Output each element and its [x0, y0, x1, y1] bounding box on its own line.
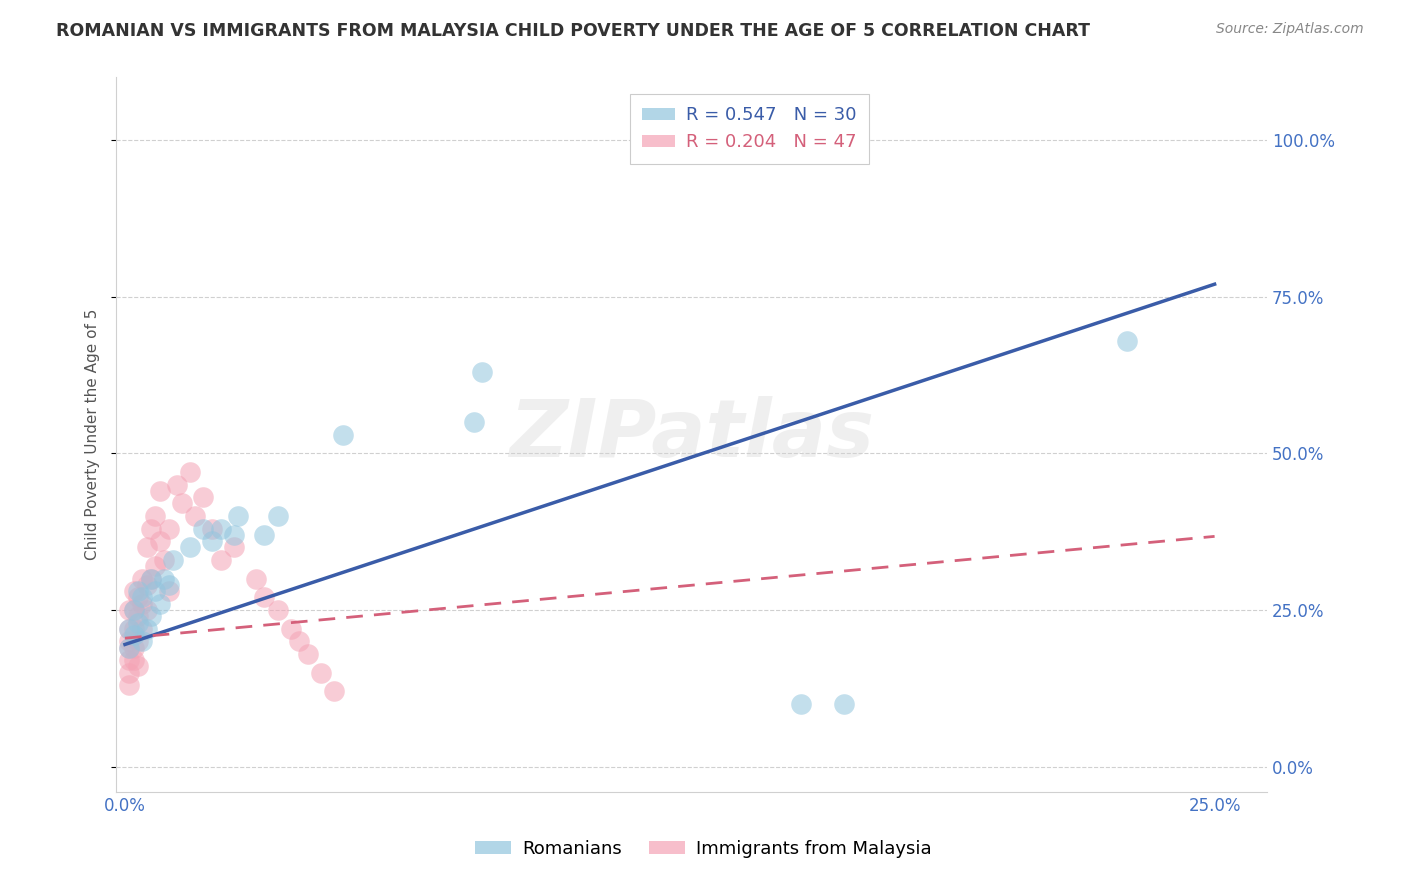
Point — [193, 522, 215, 536]
Point — [463, 415, 485, 429]
Point — [471, 365, 494, 379]
Point — [127, 584, 149, 599]
Point — [118, 634, 141, 648]
Point — [789, 697, 811, 711]
Point — [131, 597, 153, 611]
Point — [1116, 334, 1139, 348]
Text: ZIPatlas: ZIPatlas — [509, 395, 875, 474]
Point — [193, 490, 215, 504]
Point — [153, 572, 176, 586]
Legend: R = 0.547   N = 30, R = 0.204   N = 47: R = 0.547 N = 30, R = 0.204 N = 47 — [630, 94, 869, 164]
Point — [309, 665, 332, 680]
Point — [139, 572, 162, 586]
Point — [832, 697, 855, 711]
Point — [145, 508, 167, 523]
Point — [122, 622, 145, 636]
Point — [118, 653, 141, 667]
Point — [131, 622, 153, 636]
Point — [127, 659, 149, 673]
Point — [153, 553, 176, 567]
Point — [118, 622, 141, 636]
Point — [170, 496, 193, 510]
Y-axis label: Child Poverty Under the Age of 5: Child Poverty Under the Age of 5 — [86, 309, 100, 560]
Point — [157, 584, 180, 599]
Point — [131, 572, 153, 586]
Point — [280, 622, 302, 636]
Point — [297, 647, 319, 661]
Point — [222, 541, 245, 555]
Point — [245, 572, 267, 586]
Text: Source: ZipAtlas.com: Source: ZipAtlas.com — [1216, 22, 1364, 37]
Point — [183, 508, 205, 523]
Point — [253, 528, 276, 542]
Point — [226, 508, 249, 523]
Point — [118, 622, 141, 636]
Point — [201, 522, 224, 536]
Point — [122, 653, 145, 667]
Point — [157, 522, 180, 536]
Point — [118, 603, 141, 617]
Point — [209, 522, 232, 536]
Point — [127, 609, 149, 624]
Point — [131, 591, 153, 605]
Point — [122, 603, 145, 617]
Point — [127, 591, 149, 605]
Point — [323, 684, 346, 698]
Point — [122, 628, 145, 642]
Point — [122, 640, 145, 655]
Point — [122, 584, 145, 599]
Point — [266, 603, 288, 617]
Point — [131, 634, 153, 648]
Point — [135, 541, 157, 555]
Point — [166, 477, 188, 491]
Point — [157, 578, 180, 592]
Point — [139, 609, 162, 624]
Point — [122, 603, 145, 617]
Point — [209, 553, 232, 567]
Point — [332, 427, 354, 442]
Point — [162, 553, 184, 567]
Point — [118, 678, 141, 692]
Point — [127, 615, 149, 630]
Point — [135, 578, 157, 592]
Point — [179, 465, 201, 479]
Point — [135, 622, 157, 636]
Point — [118, 640, 141, 655]
Point — [145, 584, 167, 599]
Point — [149, 483, 172, 498]
Legend: Romanians, Immigrants from Malaysia: Romanians, Immigrants from Malaysia — [468, 833, 938, 865]
Point — [139, 572, 162, 586]
Text: ROMANIAN VS IMMIGRANTS FROM MALAYSIA CHILD POVERTY UNDER THE AGE OF 5 CORRELATIO: ROMANIAN VS IMMIGRANTS FROM MALAYSIA CHI… — [56, 22, 1090, 40]
Point — [288, 634, 311, 648]
Point — [145, 559, 167, 574]
Point — [118, 640, 141, 655]
Point — [149, 534, 172, 549]
Point — [222, 528, 245, 542]
Point — [266, 508, 288, 523]
Point — [127, 634, 149, 648]
Point — [118, 665, 141, 680]
Point — [253, 591, 276, 605]
Point — [139, 522, 162, 536]
Point — [179, 541, 201, 555]
Point — [201, 534, 224, 549]
Point — [149, 597, 172, 611]
Point — [135, 603, 157, 617]
